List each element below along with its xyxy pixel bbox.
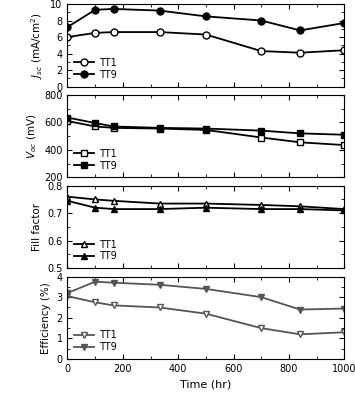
- TT9: [158, 8, 162, 13]
- TT1: [158, 305, 162, 310]
- TT9: [204, 286, 208, 291]
- Y-axis label: $V_{oc}$ (mV): $V_{oc}$ (mV): [25, 113, 39, 159]
- TT9: [111, 124, 116, 129]
- TT1: [259, 203, 263, 207]
- TT9: [298, 307, 302, 312]
- TT1: [259, 326, 263, 330]
- TT9: [342, 21, 346, 26]
- TT9: [65, 25, 70, 30]
- TT9: [298, 207, 302, 211]
- TT9: [93, 120, 97, 125]
- TT9: [204, 205, 208, 210]
- TT1: [204, 201, 208, 206]
- TT9: [111, 207, 116, 211]
- Line: TT1: TT1: [64, 118, 348, 148]
- TT1: [342, 207, 346, 211]
- TT1: [111, 198, 116, 203]
- Line: TT9: TT9: [64, 198, 348, 214]
- TT1: [342, 143, 346, 148]
- Line: TT1: TT1: [64, 292, 348, 338]
- TT1: [158, 30, 162, 34]
- TT9: [342, 306, 346, 311]
- TT9: [259, 18, 263, 23]
- TT1: [342, 48, 346, 53]
- TT1: [158, 201, 162, 206]
- TT9: [65, 198, 70, 203]
- TT1: [65, 119, 70, 123]
- TT9: [158, 207, 162, 211]
- Line: TT1: TT1: [64, 29, 348, 56]
- TT9: [65, 290, 70, 295]
- TT9: [93, 7, 97, 12]
- Line: TT1: TT1: [64, 193, 348, 213]
- Line: TT9: TT9: [64, 6, 348, 34]
- TT1: [259, 49, 263, 53]
- TT1: [65, 194, 70, 199]
- TT1: [111, 303, 116, 308]
- Line: TT9: TT9: [64, 278, 348, 313]
- TT9: [259, 128, 263, 133]
- TT1: [298, 140, 302, 145]
- TT1: [259, 135, 263, 140]
- TT9: [111, 280, 116, 285]
- TT1: [93, 197, 97, 202]
- TT1: [298, 204, 302, 209]
- TT1: [65, 294, 70, 298]
- TT9: [93, 205, 97, 210]
- Line: TT9: TT9: [64, 114, 348, 138]
- TT9: [259, 207, 263, 211]
- Y-axis label: $J_{sc}$ (mA/cm$^2$): $J_{sc}$ (mA/cm$^2$): [29, 12, 45, 79]
- TT9: [93, 279, 97, 284]
- Legend: TT1, TT9: TT1, TT9: [72, 56, 118, 82]
- TT9: [158, 125, 162, 130]
- Legend: TT1, TT9: TT1, TT9: [72, 328, 118, 354]
- TT1: [111, 125, 116, 130]
- TT9: [204, 126, 208, 131]
- TT9: [342, 132, 346, 137]
- TT1: [298, 332, 302, 337]
- TT9: [65, 115, 70, 120]
- TT9: [298, 28, 302, 33]
- TT1: [298, 50, 302, 55]
- TT1: [93, 300, 97, 305]
- Y-axis label: Fill factor: Fill factor: [32, 203, 42, 251]
- TT1: [204, 128, 208, 132]
- TT1: [65, 35, 70, 40]
- TT1: [93, 124, 97, 129]
- Y-axis label: Efficiency (%): Efficiency (%): [41, 282, 51, 354]
- TT9: [259, 295, 263, 300]
- TT9: [158, 282, 162, 287]
- TT9: [204, 14, 208, 19]
- TT1: [158, 126, 162, 131]
- X-axis label: Time (hr): Time (hr): [180, 379, 231, 389]
- Legend: TT1, TT9: TT1, TT9: [72, 147, 118, 172]
- TT9: [111, 6, 116, 11]
- TT1: [93, 30, 97, 35]
- TT9: [342, 208, 346, 213]
- TT9: [298, 131, 302, 136]
- TT1: [342, 330, 346, 335]
- TT1: [204, 32, 208, 37]
- TT1: [111, 30, 116, 34]
- TT1: [204, 311, 208, 316]
- Legend: TT1, TT9: TT1, TT9: [72, 237, 118, 263]
